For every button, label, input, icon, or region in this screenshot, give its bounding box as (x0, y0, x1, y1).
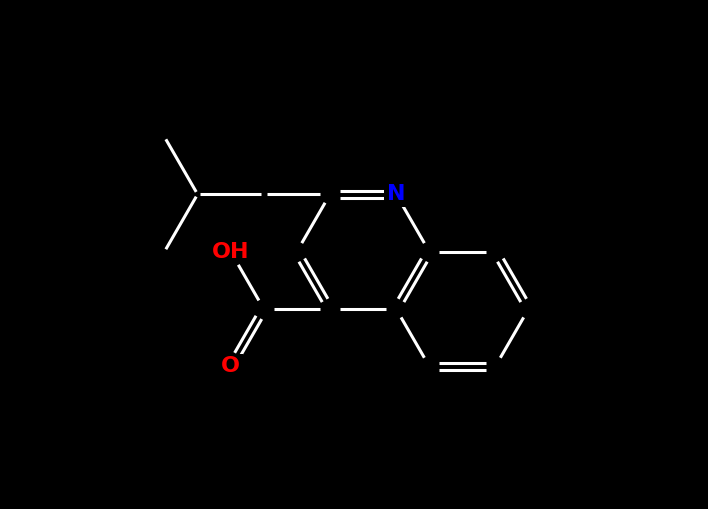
Text: N: N (387, 184, 406, 204)
Text: OH: OH (212, 242, 249, 262)
Text: O: O (221, 356, 240, 376)
